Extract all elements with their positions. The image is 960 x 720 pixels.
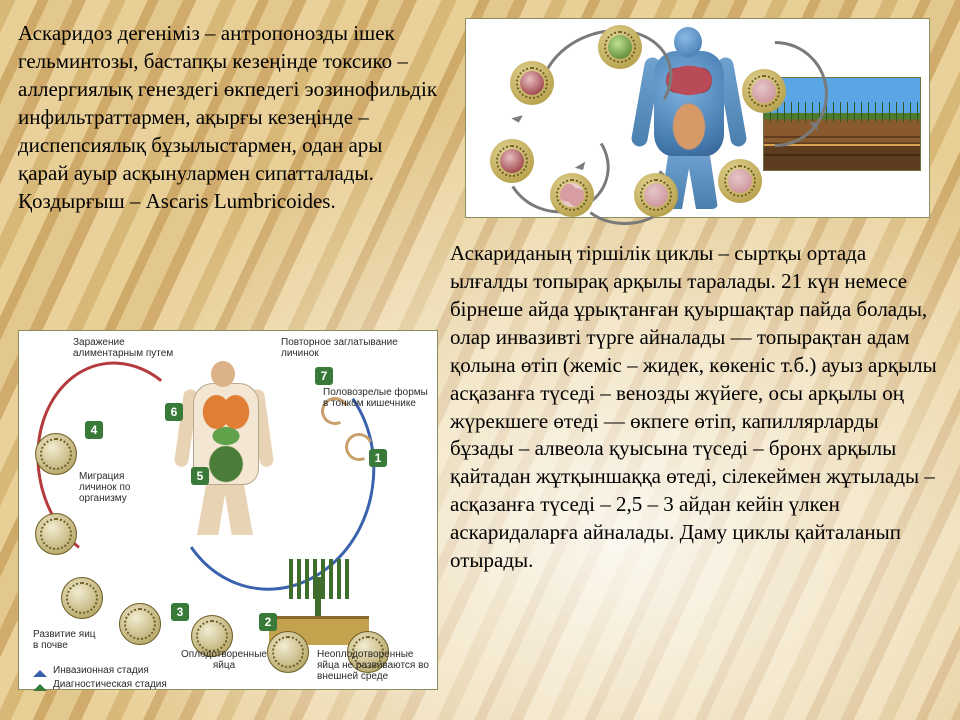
egg-node: [718, 159, 762, 203]
caption: Повторное заглатывание личинок: [281, 337, 431, 359]
diagram-lifecycle-bottom: 1 2 3 4 5 6 7 Заражение алиментарным путем Пов…: [18, 330, 438, 690]
egg-node: [510, 61, 554, 105]
diagram-lifecycle-top: [465, 18, 930, 218]
egg-node: [119, 603, 161, 645]
caption: Заражение алиментарным путем: [73, 337, 193, 359]
egg-node: [550, 173, 594, 217]
egg-node: [742, 69, 786, 113]
legend-label: Диагностическая стадия: [53, 679, 167, 690]
slide: Аскаридоз дегеніміз – антропонозды ішек …: [0, 0, 960, 720]
egg-node: [35, 433, 77, 475]
stage-badge: 7: [315, 367, 333, 385]
caption: Оплодотворенные яйца: [169, 649, 279, 671]
egg-node: [61, 577, 103, 619]
stage-badge: 4: [85, 421, 103, 439]
egg-node: [634, 173, 678, 217]
stage-badge: 6: [165, 403, 183, 421]
egg-node: [490, 139, 534, 183]
caption: Миграция личинок по организму: [79, 471, 139, 504]
stage-badge: 3: [171, 603, 189, 621]
caption: Развитие яиц в почве: [33, 629, 103, 651]
caption: Половозрелые формы в тонком кишечнике: [323, 387, 433, 409]
stage-badge: 1: [369, 449, 387, 467]
paragraph-lifecycle: Аскариданың тіршілік циклы – сыртқы орта…: [450, 240, 940, 575]
legend-marker-diagnostic: [33, 677, 47, 691]
caption: Неоплодотворенные яйца не развиваются во…: [317, 649, 435, 682]
human-body-illustration: [169, 361, 279, 543]
egg-node: [35, 513, 77, 555]
egg-node: [598, 25, 642, 69]
legend-label: Инвазионная стадия: [53, 665, 149, 676]
stage-badge: 5: [191, 467, 209, 485]
paragraph-definition: Аскаридоз дегеніміз – антропонозды ішек …: [18, 20, 438, 215]
legend-marker-invasive: [33, 663, 47, 677]
stage-badge: 2: [259, 613, 277, 631]
